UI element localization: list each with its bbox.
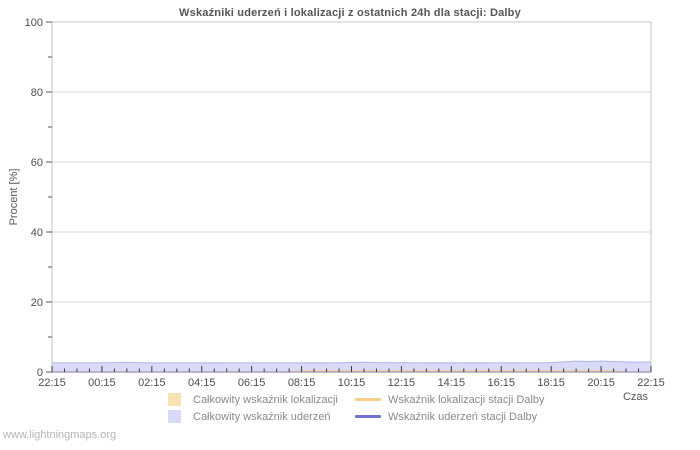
legend-label-total-locations: Całkowity wskaźnik lokalizacji [193,393,338,406]
legend-label-station-strikes: Wskaźnik uderzeń stacji Dalby [388,410,538,423]
x-tick-label: 00:15 [88,377,116,389]
y-axis-title: Procent [%] [8,169,20,226]
x-tick-label: 08:15 [288,377,316,389]
legend-item-total-strikes: Całkowity wskaźnik uderzeń [168,410,355,423]
total-strikes-swatch [168,410,181,423]
x-tick-label: 02:15 [138,377,166,389]
x-tick-label: 20:15 [587,377,615,389]
x-tick-label: 12:15 [388,377,416,389]
x-tick-label: 22:15 [38,377,66,389]
x-tick-label: 22:15 [637,377,665,389]
chart-title: Wskaźniki uderzeń i lokalizacji z ostatn… [179,7,521,19]
legend-item-total-locations: Całkowity wskaźnik lokalizacji [168,393,355,406]
legend-item-station-strikes: Wskaźnik uderzeń stacji Dalby [355,411,537,423]
legend: Całkowity wskaźnik lokalizacji Wskaźnik … [168,391,545,425]
legend-label-total-strikes: Całkowity wskaźnik uderzeń [193,410,331,423]
x-tick-label: 06:15 [238,377,266,389]
y-tick-label: 60 [31,157,43,169]
y-tick-label: 100 [25,17,43,29]
legend-row-1: Całkowity wskaźnik lokalizacji Wskaźnik … [168,391,545,408]
y-tick-label: 80 [31,87,43,99]
legend-row-2: Całkowity wskaźnik uderzeń Wskaźnik uder… [168,408,545,425]
x-tick-label: 16:15 [487,377,515,389]
series-area-edge-1 [52,360,652,364]
x-tick-label: 18:15 [537,377,565,389]
station-strikes-line-swatch [355,415,381,418]
plot-frame [51,21,652,373]
y-tick-label: 0 [37,367,43,379]
x-tick-label: 10:15 [338,377,366,389]
total-locations-swatch [168,393,181,406]
watermark-link: www.lightningmaps.org [3,429,117,441]
x-tick-label: 14:15 [438,377,466,389]
y-tick-label: 40 [31,227,43,239]
x-axis-title: Czas [623,391,649,403]
station-locations-line-swatch [355,398,381,401]
y-tick-label: 20 [31,297,43,309]
legend-label-station-locations: Wskaźnik lokalizacji stacji Dalby [388,393,545,406]
x-tick-label: 04:15 [188,377,216,389]
legend-item-station-locations: Wskaźnik lokalizacji stacji Dalby [355,394,545,406]
